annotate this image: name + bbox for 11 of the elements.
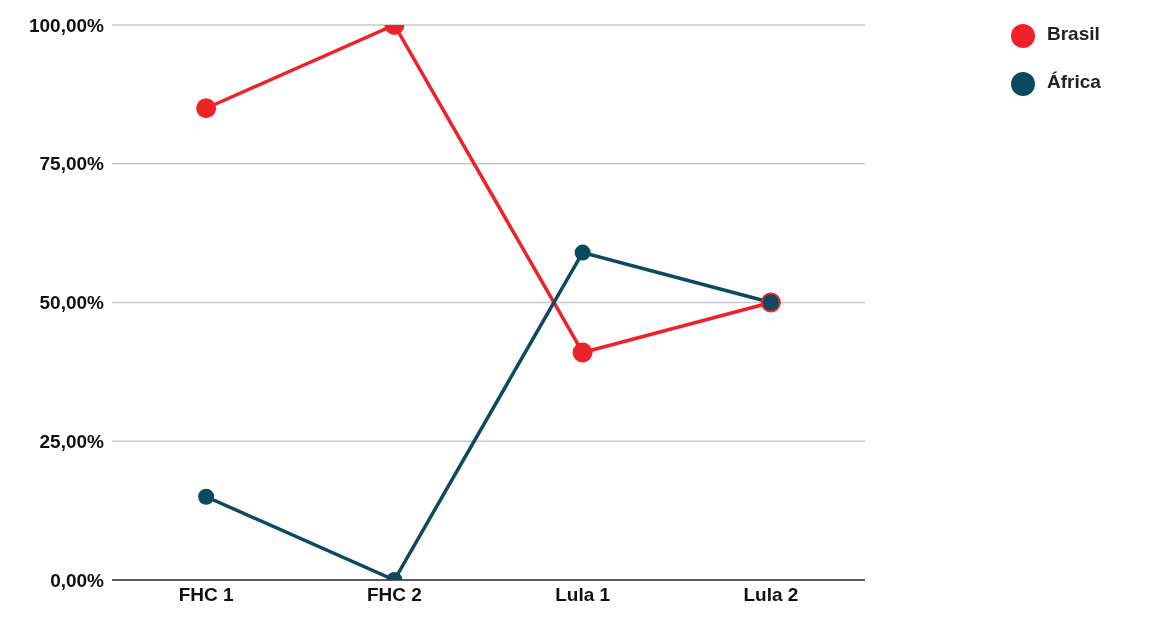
y-tick-label: 0,00% [50, 569, 105, 591]
x-tick-label: Lula 1 [555, 584, 611, 606]
y-tick-label: 50,00% [39, 292, 105, 314]
y-tick-label: 100,00% [28, 14, 105, 36]
y-tick-label: 25,00% [39, 430, 105, 452]
x-tick-label: FHC 1 [178, 584, 234, 606]
x-tick-label: FHC 2 [366, 584, 422, 606]
x-tick-label: Lula 2 [743, 584, 799, 606]
y-tick-label: 75,00% [39, 153, 105, 175]
legend-label: Brasil [1047, 23, 1100, 44]
legend-label: África [1047, 71, 1101, 92]
